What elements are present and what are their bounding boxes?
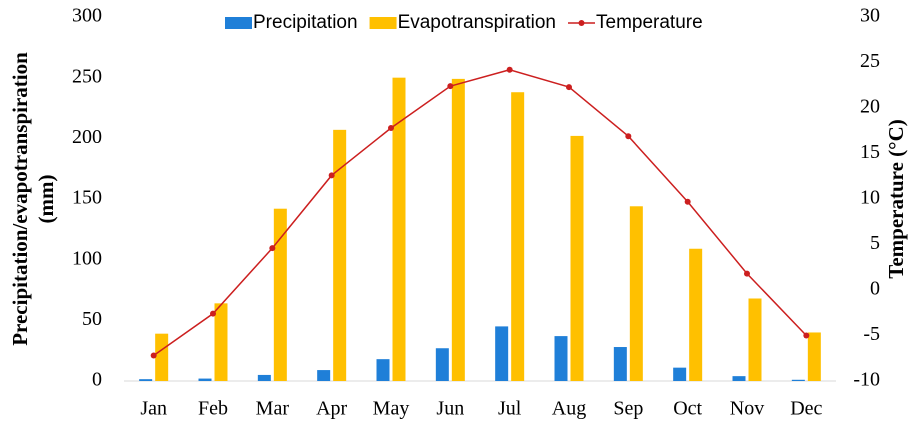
y-tick-label: 100 [72,247,102,269]
bar [732,376,746,381]
legend-swatch [225,17,252,29]
x-tick-label: Feb [198,398,228,420]
bar [451,78,465,381]
line-point [150,352,157,359]
y2-tick-label: 25 [860,50,880,72]
bar [435,348,449,381]
x-tick-label: Jan [140,398,167,420]
line-point [744,270,750,277]
legend-label: Precipitation [253,12,358,33]
x-tick-label: Aug [552,398,586,420]
y2-tick-label: 30 [860,5,880,27]
bar [139,379,153,381]
bar [392,77,406,382]
bar [807,332,821,381]
bar [273,208,287,381]
bar [554,336,568,381]
y2-tick-label: 0 [870,278,880,300]
bar [689,248,703,381]
line-point [684,198,691,205]
bar [673,367,687,381]
line-point [269,245,276,252]
line-point [388,125,394,132]
line-point [210,310,216,317]
bar [629,206,643,381]
bar [570,135,584,381]
line-point [566,84,572,91]
y2-tick-label: 5 [870,232,880,254]
bar [333,129,347,381]
legend-swatch [369,17,397,29]
bar [214,303,228,381]
line-point [328,172,335,179]
line-point [803,332,810,339]
x-tick-label: Apr [316,398,347,420]
y2-tick-label: 20 [860,96,880,118]
y-axis-label: (mm) [34,175,58,224]
bar [376,359,390,381]
y2-tick-label: -10 [853,369,880,391]
line-point [506,66,513,73]
legend-label: Evapotranspiration [398,12,556,33]
bar [317,370,331,381]
bar [748,298,762,381]
y2-tick-label: 10 [860,187,880,209]
y-tick-label: 150 [72,187,102,209]
x-tick-label: Jun [436,398,464,420]
bar [155,333,169,381]
x-tick-label: Nov [730,398,764,420]
y2-tick-label: -5 [863,323,880,345]
y-tick-label: 50 [82,308,102,330]
bar [495,326,509,381]
y-tick-label: 300 [72,5,102,27]
y2-tick-label: 15 [860,141,880,163]
bar [511,92,525,381]
legend-swatch [578,20,585,26]
y-tick-label: 200 [72,126,102,148]
x-tick-label: May [373,398,410,420]
x-tick-label: Jul [498,398,522,420]
bar [257,374,271,381]
y2-axis-label: Temperature (°C) [884,119,908,278]
x-tick-label: Dec [790,398,822,420]
y-tick-label: 0 [92,369,102,391]
y-tick-label: 250 [72,65,102,87]
legend-label: Temperature [596,12,703,33]
bar [613,347,627,381]
x-tick-label: Oct [673,398,702,420]
y-axis-label: Precipitation/evapotranspiration [8,52,32,346]
x-tick-label: Sep [613,398,643,420]
bar [791,379,805,381]
bar [198,378,212,381]
line-point [447,83,454,90]
x-tick-label: Mar [256,398,290,420]
line-point [625,133,632,140]
line [153,69,807,357]
